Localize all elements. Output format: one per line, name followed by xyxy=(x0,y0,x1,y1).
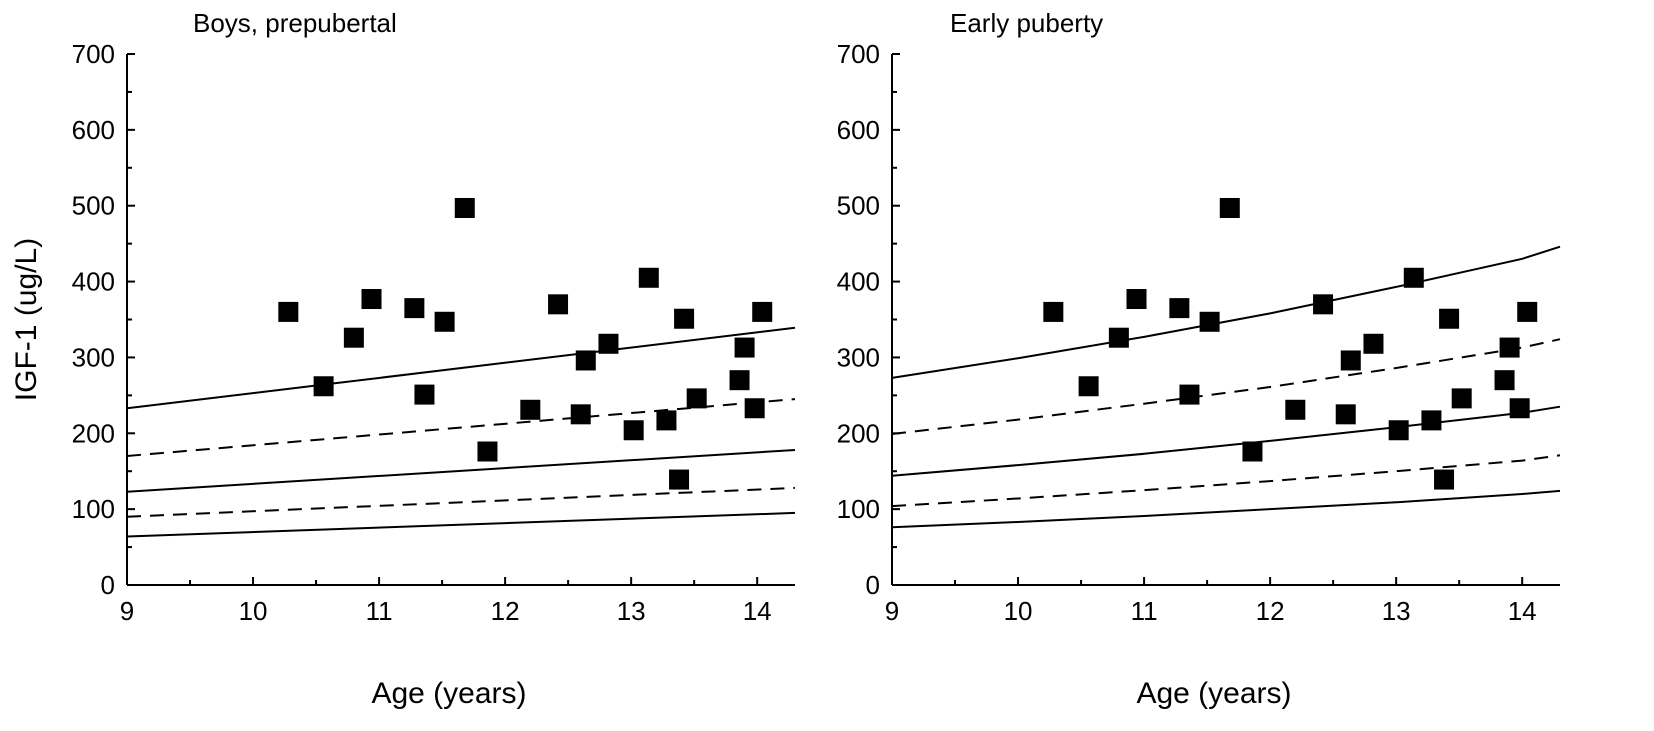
data-point-marker xyxy=(1517,301,1538,322)
data-point-marker xyxy=(1335,404,1356,425)
x-tick-label: 13 xyxy=(1382,596,1411,626)
data-point-marker xyxy=(278,301,299,322)
data-point-marker xyxy=(656,410,677,431)
y-tick-label: 200 xyxy=(72,418,115,448)
y-tick-label: 400 xyxy=(72,267,115,297)
data-point-marker xyxy=(1434,469,1455,490)
reference-curve-upper-solid xyxy=(891,245,1561,379)
data-point-marker xyxy=(313,376,334,397)
data-point-marker xyxy=(477,441,498,462)
data-point-marker xyxy=(548,294,569,315)
x-tick-label: 13 xyxy=(617,596,646,626)
reference-curve-middle-solid xyxy=(126,449,796,493)
data-point-marker xyxy=(1439,308,1460,329)
data-point-marker xyxy=(686,388,707,409)
data-point-marker xyxy=(575,350,596,371)
x-tick-label: 14 xyxy=(1508,596,1537,626)
y-tick-label: 500 xyxy=(837,191,880,221)
y-tick-label: 200 xyxy=(837,418,880,448)
x-tick-label: 12 xyxy=(1256,596,1285,626)
x-axis-label: Age (years) xyxy=(371,677,526,710)
panel-early-puberty: Early puberty 0 100 200 300 400 500 600 700 9 10 11… xyxy=(837,8,1561,710)
data-point-marker xyxy=(570,404,591,425)
data-point-marker xyxy=(1199,311,1220,332)
reference-curve-lower-dashed xyxy=(126,486,796,518)
y-axis-label: IGF-1 (ug/L) xyxy=(10,238,43,401)
data-point-marker xyxy=(454,197,475,218)
data-point-marker xyxy=(434,311,455,332)
reference-curve-lower-solid xyxy=(126,511,796,538)
data-point-marker xyxy=(674,308,695,329)
data-point-marker xyxy=(1179,384,1200,405)
data-point-marker xyxy=(1363,333,1384,354)
data-point-marker xyxy=(1451,388,1472,409)
data-point-marker xyxy=(520,399,541,420)
data-point-marker xyxy=(669,469,690,490)
y-tick-label: 700 xyxy=(837,39,880,69)
data-point-marker xyxy=(343,327,364,348)
data-point-marker xyxy=(744,398,765,419)
y-tick-label: 100 xyxy=(837,494,880,524)
data-point-marker xyxy=(1078,376,1099,397)
x-tick-label: 12 xyxy=(491,596,520,626)
y-tick-label: 600 xyxy=(72,115,115,145)
data-point-marker xyxy=(1403,267,1424,288)
data-point-marker xyxy=(1494,370,1515,391)
data-point-marker xyxy=(1108,327,1129,348)
y-tick-label: 600 xyxy=(837,115,880,145)
data-point-marker xyxy=(404,298,425,319)
data-point-marker xyxy=(1499,337,1520,358)
x-tick-label: 11 xyxy=(366,596,393,626)
data-point-marker xyxy=(623,420,644,441)
panel-title: Early puberty xyxy=(950,8,1103,38)
data-point-marker xyxy=(734,337,755,358)
reference-curve-upper-solid xyxy=(126,326,796,410)
x-tick-label: 10 xyxy=(239,596,268,626)
data-point-marker xyxy=(752,301,773,322)
data-point-marker xyxy=(598,333,619,354)
x-axis-label: Age (years) xyxy=(1136,677,1291,710)
y-tick-label: 500 xyxy=(72,191,115,221)
y-tick-label: 0 xyxy=(866,570,880,600)
panel-boys-prepubertal: Boys, prepubertal 0 100 200 300 400 500 600 700 9… xyxy=(10,8,796,710)
y-tick-label: 0 xyxy=(101,570,115,600)
data-point-marker xyxy=(729,370,750,391)
data-point-marker xyxy=(638,267,659,288)
y-tick-label: 300 xyxy=(72,342,115,372)
data-point-marker xyxy=(1509,398,1530,419)
data-point-marker xyxy=(1126,289,1147,310)
reference-curve-upper-dashed xyxy=(891,338,1561,435)
x-tick-label: 9 xyxy=(120,596,134,626)
y-tick-label: 100 xyxy=(72,494,115,524)
x-tick-label: 11 xyxy=(1131,596,1158,626)
data-point-marker xyxy=(414,384,435,405)
reference-curve-middle-solid xyxy=(891,405,1561,477)
data-point-marker xyxy=(1285,399,1306,420)
reference-curve-lower-solid xyxy=(891,489,1561,529)
data-point-marker xyxy=(1313,294,1334,315)
data-point-marker xyxy=(1169,298,1190,319)
data-point-marker xyxy=(1421,410,1442,431)
reference-curve-lower-dashed xyxy=(891,454,1561,508)
data-point-marker xyxy=(1043,301,1064,322)
data-point-marker xyxy=(1219,197,1240,218)
reference-curve-upper-dashed xyxy=(126,398,796,457)
data-point-marker xyxy=(361,289,382,310)
x-tick-label: 9 xyxy=(885,596,899,626)
y-tick-label: 700 xyxy=(72,39,115,69)
y-tick-label: 400 xyxy=(837,267,880,297)
x-tick-label: 14 xyxy=(743,596,772,626)
data-point-marker xyxy=(1388,420,1409,441)
y-tick-label: 300 xyxy=(837,342,880,372)
x-tick-label: 10 xyxy=(1004,596,1033,626)
data-point-marker xyxy=(1242,441,1263,462)
data-point-marker xyxy=(1340,350,1361,371)
panel-title: Boys, prepubertal xyxy=(193,8,397,38)
